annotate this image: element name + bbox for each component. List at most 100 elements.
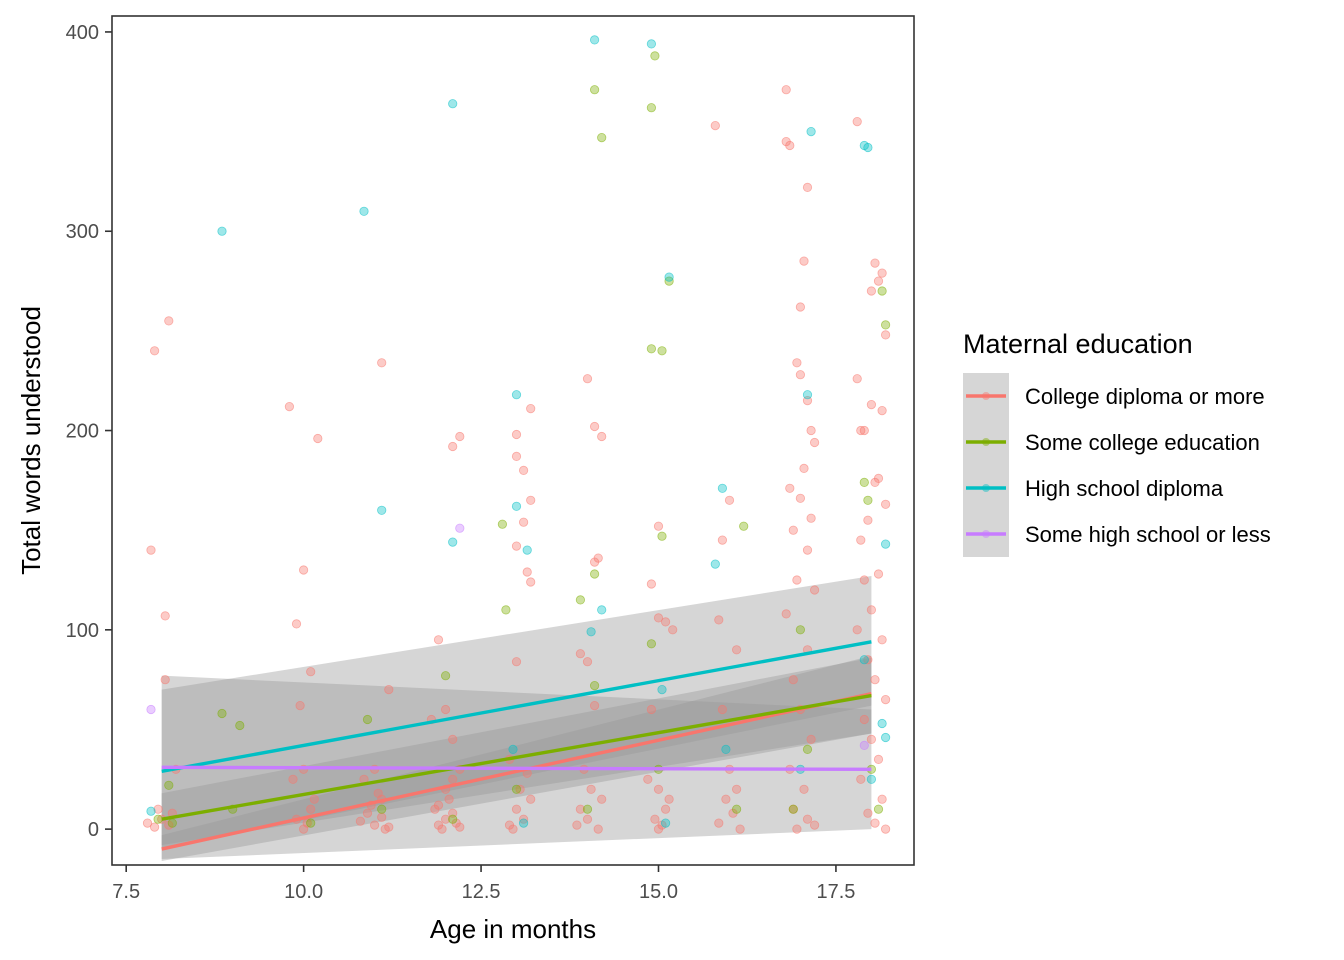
point-high-school-diploma [508, 744, 518, 755]
point-college-diploma-or-more [582, 814, 593, 824]
point-some-college-education [448, 814, 458, 824]
point-college-diploma-or-more [575, 649, 586, 659]
point-college-diploma-or-more [731, 784, 742, 794]
point-some-college-education [582, 804, 593, 814]
point-high-school-diploma [589, 35, 600, 45]
fit-lines [161, 640, 872, 851]
point-college-diploma-or-more [646, 704, 657, 715]
point-college-diploma-or-more [714, 818, 724, 828]
point-college-diploma-or-more [866, 399, 877, 410]
y-tick-label: 300 [66, 221, 99, 243]
point-college-diploma-or-more [306, 804, 316, 814]
point-college-diploma-or-more [870, 818, 880, 828]
point-college-diploma-or-more [731, 645, 742, 655]
point-some-college-education [235, 720, 245, 731]
point-college-diploma-or-more [781, 609, 791, 619]
point-high-school-diploma [657, 684, 667, 695]
point-high-school-diploma [448, 537, 458, 547]
point-college-diploma-or-more [880, 499, 891, 509]
point-college-diploma-or-more [859, 575, 869, 585]
point-college-diploma-or-more [852, 625, 862, 635]
point-college-diploma-or-more [710, 121, 720, 131]
point-college-diploma-or-more [377, 812, 387, 822]
point-college-diploma-or-more [799, 784, 809, 794]
point-college-diploma-or-more [448, 774, 458, 784]
point-college-diploma-or-more [877, 635, 887, 645]
point-college-diploma-or-more [646, 579, 657, 589]
point-college-diploma-or-more [852, 374, 862, 384]
point-some-college-education [859, 477, 869, 487]
x-tick-label: 15.0 [639, 881, 678, 903]
point-some-college-education [863, 495, 873, 505]
point-college-diploma-or-more [437, 824, 447, 834]
x-tick-label: 10.0 [284, 881, 323, 903]
point-college-diploma-or-more [380, 824, 390, 834]
point-some-college-education [646, 103, 657, 113]
point-college-diploma-or-more [518, 465, 529, 475]
point-college-diploma-or-more [298, 824, 309, 834]
point-college-diploma-or-more [859, 425, 869, 436]
point-college-diploma-or-more [153, 804, 163, 814]
point-college-diploma-or-more [788, 525, 798, 535]
y-tick-label: 0 [88, 819, 99, 841]
point-college-diploma-or-more [852, 117, 862, 127]
point-college-diploma-or-more [433, 800, 444, 810]
point-high-school-diploma [586, 627, 596, 637]
point-college-diploma-or-more [717, 704, 728, 715]
point-college-diploma-or-more [433, 635, 444, 645]
point-college-diploma-or-more [866, 286, 877, 296]
point-college-diploma-or-more [795, 370, 806, 380]
point-some-college-education [657, 531, 667, 541]
point-college-diploma-or-more [799, 463, 809, 473]
point-some-college-education [646, 639, 657, 649]
point-some-high-school-or-less [859, 740, 869, 751]
point-high-school-diploma [866, 774, 877, 784]
y-tick-label: 400 [66, 22, 99, 44]
point-college-diploma-or-more [444, 794, 454, 804]
point-some-college-education [788, 804, 798, 814]
point-college-diploma-or-more [721, 794, 731, 804]
point-high-school-diploma [660, 818, 671, 828]
point-some-college-education [880, 320, 891, 330]
legend-key-point [982, 392, 990, 400]
point-college-diploma-or-more [877, 268, 887, 278]
point-college-diploma-or-more [298, 565, 309, 575]
point-some-college-education [739, 521, 749, 531]
point-high-school-diploma [863, 142, 873, 153]
point-college-diploma-or-more [597, 794, 607, 804]
legend-key-background [963, 373, 1009, 557]
point-college-diploma-or-more [785, 483, 795, 493]
point-college-diploma-or-more [880, 824, 891, 834]
point-college-diploma-or-more [511, 541, 522, 551]
point-some-college-education [362, 714, 373, 725]
point-college-diploma-or-more [597, 431, 607, 442]
point-college-diploma-or-more [660, 617, 671, 627]
point-college-diploma-or-more [526, 794, 536, 804]
y-tick-label: 100 [66, 620, 99, 642]
point-college-diploma-or-more [284, 401, 294, 412]
point-college-diploma-or-more [802, 545, 813, 555]
point-college-diploma-or-more [306, 667, 316, 677]
point-college-diploma-or-more [873, 569, 884, 579]
point-college-diploma-or-more [150, 822, 160, 832]
point-college-diploma-or-more [511, 429, 522, 440]
point-college-diploma-or-more [582, 374, 593, 384]
fit-line-high-school-diploma [161, 640, 872, 774]
legend-label-college-diploma-or-more: College diploma or more [1025, 384, 1265, 409]
point-some-college-education [873, 804, 884, 814]
point-college-diploma-or-more [586, 784, 596, 794]
point-college-diploma-or-more [377, 358, 387, 368]
point-college-diploma-or-more [526, 577, 536, 587]
x-tick-label: 12.5 [462, 881, 501, 903]
point-some-college-education [575, 595, 586, 605]
x-axis-title: Age in months [430, 914, 596, 944]
point-college-diploma-or-more [518, 517, 529, 527]
point-college-diploma-or-more [582, 657, 593, 667]
point-some-college-education [589, 680, 600, 691]
point-college-diploma-or-more [653, 613, 664, 623]
point-some-college-education [511, 784, 522, 794]
point-college-diploma-or-more [295, 700, 305, 711]
point-some-college-education [306, 818, 316, 828]
point-some-college-education [657, 346, 667, 356]
point-high-school-diploma [511, 390, 522, 400]
